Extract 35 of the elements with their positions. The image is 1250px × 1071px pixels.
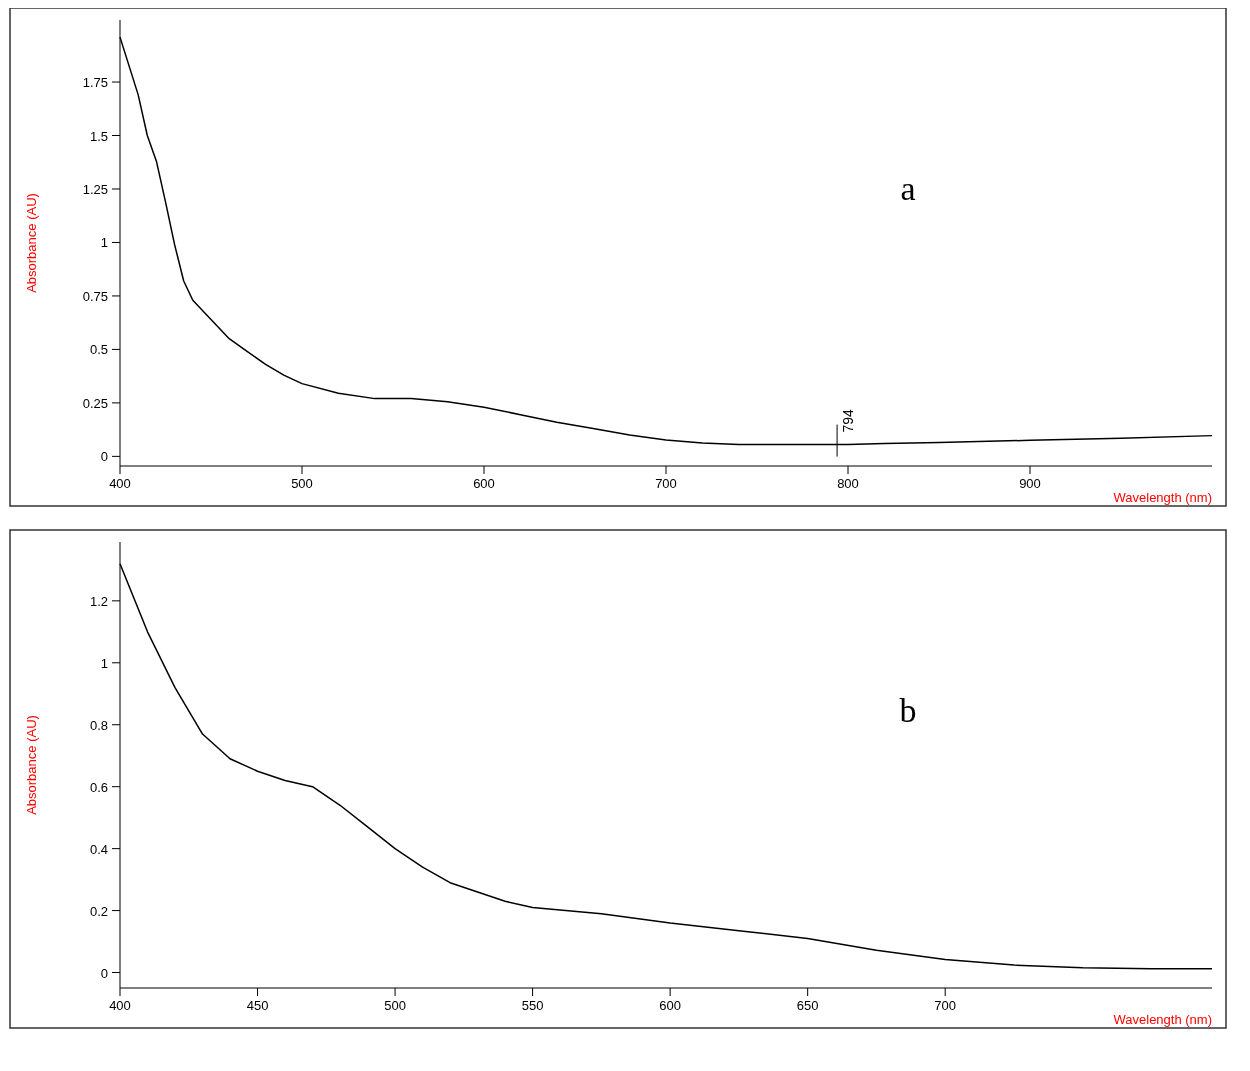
y-tick-label: 1.5 bbox=[89, 128, 108, 144]
y-tick-label: 0.25 bbox=[82, 395, 108, 411]
x-tick-label: 450 bbox=[246, 998, 269, 1013]
y-tick-label: 0.8 bbox=[89, 717, 108, 733]
y-tick-label: 0.6 bbox=[89, 779, 108, 795]
x-tick-label: 500 bbox=[384, 998, 406, 1013]
annotation: 794 bbox=[840, 409, 857, 433]
y-tick-label: 0.5 bbox=[89, 342, 108, 358]
x-tick-label: 550 bbox=[521, 998, 544, 1013]
x-tick-label: 800 bbox=[837, 476, 859, 491]
y-tick-label: 0.2 bbox=[89, 903, 108, 919]
y-tick-label: 0.75 bbox=[82, 288, 108, 304]
x-tick-label: 700 bbox=[655, 476, 677, 491]
y-tick-label: 0.4 bbox=[89, 841, 108, 857]
x-tick-label: 500 bbox=[291, 476, 313, 491]
y-tick-label: 1 bbox=[100, 655, 108, 671]
x-tick-label: 900 bbox=[1019, 476, 1041, 491]
y-tick-label: 1 bbox=[100, 235, 108, 251]
x-tick-label: 400 bbox=[109, 998, 131, 1013]
x-axis-title: Wavelength (nm) bbox=[1113, 490, 1212, 505]
annotation: b bbox=[899, 692, 917, 729]
x-axis-title: Wavelength (nm) bbox=[1113, 1012, 1212, 1027]
x-tick-label: 650 bbox=[796, 998, 819, 1013]
y-tick-label: 0 bbox=[100, 449, 108, 465]
y-tick-label: 1.25 bbox=[82, 181, 108, 197]
y-tick-label: 0 bbox=[100, 965, 108, 981]
annotation: a bbox=[900, 170, 916, 207]
y-axis-title: Absorbance (AU) bbox=[24, 193, 39, 293]
x-tick-label: 400 bbox=[109, 476, 131, 491]
y-axis-title: Absorbance (AU) bbox=[24, 715, 39, 815]
x-tick-label: 600 bbox=[473, 476, 495, 491]
x-tick-label: 700 bbox=[934, 998, 957, 1013]
y-tick-label: 1.75 bbox=[82, 75, 108, 91]
x-tick-label: 600 bbox=[659, 998, 681, 1013]
y-tick-label: 1.2 bbox=[89, 593, 108, 609]
